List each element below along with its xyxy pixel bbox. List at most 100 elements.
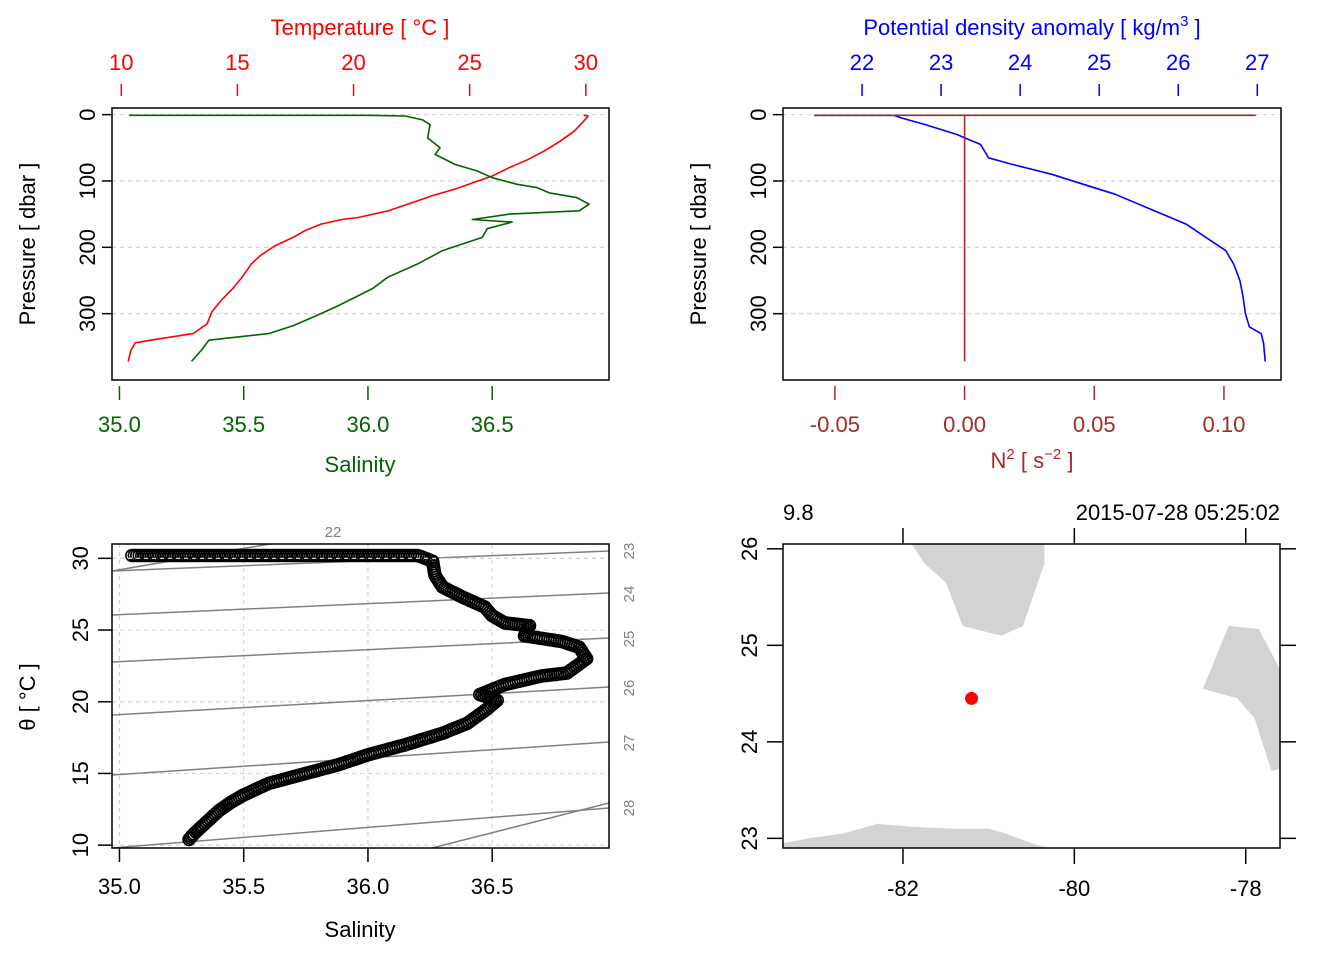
y-tick-label: 23 <box>737 826 762 850</box>
land-polygon-bahamas <box>1202 626 1280 771</box>
p3-y-axis-title: θ [ °C ] <box>15 663 40 730</box>
isopycnal-line <box>112 592 609 616</box>
bottom-tick-label: 36.5 <box>471 412 514 437</box>
p2-bottom-title-sup2: −2 <box>1044 446 1061 463</box>
series-line-potential-density-anomaly <box>814 114 1266 362</box>
p4-station <box>965 691 979 705</box>
series-line-temperature <box>127 114 589 362</box>
y-tick-label: 25 <box>68 618 93 642</box>
top-tick-label: 25 <box>1087 50 1111 75</box>
p3-scatter-points <box>112 548 609 847</box>
y-tick-label: 30 <box>68 546 93 570</box>
p1-plot-frame <box>111 107 610 381</box>
p2-bottom-title-end: ] <box>1061 448 1073 473</box>
p2-density-axis: 22 23 24 25 26 27 <box>850 50 1270 96</box>
p4-top-right-timestamp: 2015-07-28 05:25:02 <box>1076 500 1280 525</box>
p3-isopycnals <box>112 544 609 848</box>
top-tick-label: 24 <box>1008 50 1032 75</box>
p2-bottom-axis-title: N2 [ s−2 ] <box>991 446 1074 473</box>
y-tick-label: 26 <box>737 537 762 561</box>
y-tick-label: 25 <box>737 633 762 657</box>
p2-pressure-axis: 0 100 200 300 <box>746 109 783 332</box>
y-tick-label: 300 <box>75 295 100 332</box>
station-marker <box>965 691 979 705</box>
y-tick-label: 100 <box>746 163 771 200</box>
p1-bottom-axis-title: Salinity <box>325 452 396 477</box>
p4-plot-frame <box>782 543 1281 849</box>
x-tick-label: -82 <box>887 876 919 901</box>
p1-gridlines <box>112 114 609 315</box>
top-tick-label: 26 <box>1166 50 1190 75</box>
p3-gridlines <box>112 544 609 848</box>
series-line-salinity <box>129 114 590 362</box>
isopycnal-label: 27 <box>621 735 638 752</box>
p2-top-title-main: Potential density anomaly [ kg/m <box>863 15 1180 40</box>
p3-plot-frame <box>111 543 610 849</box>
isopycnal-label: 23 <box>621 543 638 560</box>
p1-left-axis-title: Pressure [ dbar ] <box>15 163 40 326</box>
density-n2-profile-panel: 22 23 24 25 26 27 -0.05 0.00 0.05 0.10 010020030… <box>686 13 1282 473</box>
y-tick-label: 0 <box>75 109 100 121</box>
p3-salinity-axis: 35.0 35.5 36.0 36.5 <box>98 848 514 899</box>
p2-bottom-title-main: N <box>991 448 1007 473</box>
top-tick-label: 15 <box>225 50 249 75</box>
p4-land <box>783 544 1280 848</box>
p3-theta-axis: 10 15 20 25 30 <box>68 546 112 857</box>
p2-top-title-end: ] <box>1188 15 1200 40</box>
p2-n2-axis: -0.05 0.00 0.05 0.10 <box>810 386 1246 437</box>
p1-salinity-axis: 35.0 35.5 36.0 36.5 <box>98 386 514 437</box>
p4-top-left-label: 9.8 <box>783 500 814 525</box>
isopycnal-label: 28 <box>621 800 638 817</box>
bottom-tick-label: 35.5 <box>222 412 265 437</box>
x-tick-label: 36.0 <box>347 874 390 899</box>
y-tick-label: 10 <box>68 833 93 857</box>
x-tick-label: -80 <box>1058 876 1090 901</box>
isopycnal-label: 25 <box>621 631 638 648</box>
land-polygon-florida <box>911 544 1045 636</box>
y-tick-label: 20 <box>68 689 93 713</box>
p1-temperature-axis: 10 15 20 25 30 <box>109 50 598 96</box>
p1-series <box>127 114 590 362</box>
x-tick-label: 35.5 <box>222 874 265 899</box>
x-tick-label: -78 <box>1230 876 1262 901</box>
ts-point <box>182 832 196 847</box>
isopycnal-label: 22 <box>325 524 342 541</box>
bottom-tick-label: 0.05 <box>1073 412 1116 437</box>
bottom-tick-label: 35.0 <box>98 412 141 437</box>
top-tick-label: 22 <box>850 50 874 75</box>
y-tick-label: 200 <box>746 229 771 266</box>
x-tick-label: 36.5 <box>471 874 514 899</box>
ts-diagram-panel: 22 23 24 25 26 27 28 35.0 35.5 36.0 36.5 10 15 20 25… <box>15 524 638 942</box>
isopycnal-line <box>431 802 609 848</box>
p1-top-axis-title: Temperature [ °C ] <box>271 15 450 40</box>
top-tick-label: 27 <box>1245 50 1269 75</box>
p2-bottom-title-mid: [ s <box>1015 448 1044 473</box>
bottom-tick-label: 0.10 <box>1203 412 1246 437</box>
p2-plot-frame <box>782 107 1282 381</box>
p2-left-axis-title: Pressure [ dbar ] <box>686 163 711 326</box>
y-tick-label: 15 <box>68 761 93 785</box>
p4-axes: -82 -80 -78 23 24 25 26 <box>737 528 1296 901</box>
y-tick-label: 300 <box>746 295 771 332</box>
p3-isopycnal-labels: 22 23 24 25 26 27 28 <box>325 524 638 816</box>
p2-top-title-sup: 3 <box>1180 13 1188 30</box>
ts-point <box>184 829 199 844</box>
ts-point <box>183 831 198 845</box>
p3-x-axis-title: Salinity <box>325 917 396 942</box>
p2-gridlines <box>783 114 1281 315</box>
top-tick-label: 23 <box>929 50 953 75</box>
y-tick-label: 100 <box>75 163 100 200</box>
bottom-tick-label: -0.05 <box>810 412 860 437</box>
ts-point <box>186 828 200 842</box>
top-tick-label: 25 <box>457 50 481 75</box>
y-tick-label: 24 <box>737 730 762 754</box>
isopycnal-label: 24 <box>621 586 638 603</box>
top-tick-label: 30 <box>574 50 598 75</box>
top-tick-label: 10 <box>109 50 133 75</box>
series-line-n2 <box>814 114 1256 362</box>
p2-series <box>814 114 1266 362</box>
bottom-tick-label: 36.0 <box>347 412 390 437</box>
temperature-salinity-profile-panel: 10 15 20 25 30 35.0 35.5 36.0 36.5 0 100 200 300 T… <box>15 15 610 477</box>
p2-bottom-title-sup1: 2 <box>1006 446 1014 463</box>
